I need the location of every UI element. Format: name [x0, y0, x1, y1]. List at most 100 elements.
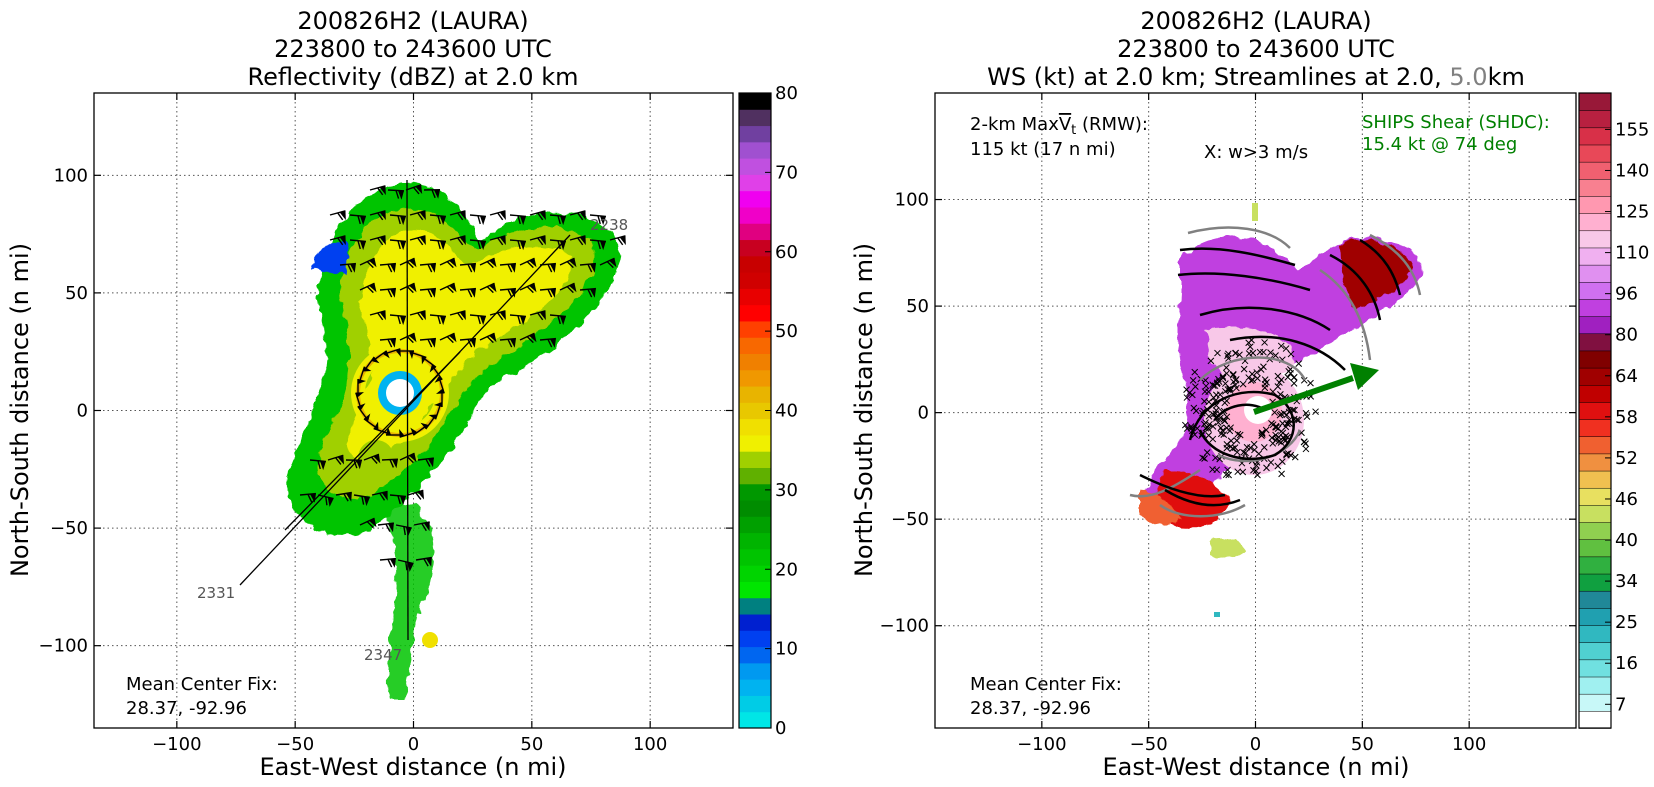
wind-barb: [609, 235, 626, 246]
wind-barb: [374, 350, 390, 360]
colorbar-segment: [1578, 659, 1612, 678]
updraft-marker: [1268, 434, 1276, 442]
updraft-marker: [1231, 444, 1239, 452]
updraft-marker: [1295, 360, 1303, 368]
colorbar-segment: [1578, 247, 1612, 266]
wind-barb: [417, 457, 434, 468]
updraft-marker: [1274, 462, 1282, 470]
colorbar-segment: [739, 337, 771, 355]
colorbar-segment: [739, 304, 771, 322]
wind-barb: [381, 458, 399, 469]
updraft-marker: [1274, 372, 1282, 380]
windspeed-panel: 200826H2 (LAURA) 223800 to 243600 UTC WS…: [850, 7, 1649, 781]
colorbar-segment: [1578, 315, 1612, 335]
colorbar-segment: [739, 483, 771, 501]
track-label-2331: 2331: [197, 584, 235, 602]
x-tick-label: 100: [1452, 734, 1486, 755]
updraft-marker: [1220, 431, 1228, 438]
wind-barb: [373, 421, 388, 434]
updraft-marker: [1183, 386, 1190, 393]
updraft-marker: [1279, 420, 1286, 427]
updraft-marker: [1249, 376, 1257, 384]
updraft-marker: [1263, 464, 1270, 472]
colorbar-segment: [739, 630, 771, 648]
y-tick-label: 100: [895, 190, 929, 211]
updraft-marker: [1224, 350, 1232, 358]
colorbar-segment: [739, 109, 771, 127]
updraft-marker: [1212, 454, 1219, 462]
wind-barb: [549, 314, 567, 326]
updraft-marker: [1209, 422, 1217, 430]
updraft-marker: [1307, 379, 1314, 387]
reflectivity-panel: 200826H2 (LAURA) 223800 to 243600 UTC Re…: [6, 7, 798, 781]
colorbar-segment: [739, 255, 771, 273]
updraft-marker: [1192, 383, 1199, 390]
updraft-marker: [1233, 437, 1241, 444]
colorbar-segment: [1578, 624, 1612, 643]
updraft-marker: [1267, 349, 1274, 356]
wind-barb: [359, 282, 377, 294]
x-tick-label: −50: [1130, 734, 1168, 755]
updraft-marker: [1251, 446, 1258, 454]
left-x-axis-label: East-West distance (n mi): [259, 753, 566, 781]
colorbar-segment: [1578, 573, 1612, 592]
y-tick-label: 100: [54, 165, 88, 186]
wind-barb: [435, 379, 445, 394]
colorbar-frame: [1578, 92, 1612, 729]
max-wind-label-sub: t: [1071, 123, 1076, 138]
colorbar-segment: [739, 369, 771, 387]
colorbar-segment: [1578, 418, 1612, 437]
right-center-fix-value: 28.37, -92.96: [970, 698, 1091, 719]
updraft-marker: [1267, 459, 1275, 466]
left-ticks: −100 −50 0 50 100 −100 −50 0 50 100: [39, 93, 733, 755]
wind-barb: [589, 239, 607, 251]
updraft-marker: [1217, 430, 1225, 438]
wind-barb: [419, 337, 437, 348]
colorbar-tick-label: 80: [1615, 325, 1638, 346]
colorbar-segment: [739, 467, 771, 485]
wind-barb: [389, 314, 407, 326]
colorbar-segment: [739, 597, 771, 615]
y-tick-label: 50: [65, 283, 88, 304]
updraft-marker: [1191, 368, 1199, 376]
wind-barb: [434, 393, 443, 407]
colorbar-segment: [739, 223, 771, 241]
colorbar-segment: [1578, 212, 1612, 232]
colorbar-tick-label: 10: [775, 639, 798, 660]
y-tick-label: 50: [906, 296, 929, 317]
updraft-marker: [1224, 352, 1231, 360]
updraft-marker: [1290, 373, 1298, 381]
colorbar-segment: [739, 695, 771, 713]
colorbar-segment: [1578, 109, 1612, 129]
shear-arrow: [1253, 363, 1379, 415]
wind-barb: [317, 494, 334, 507]
wind-barb: [369, 235, 386, 246]
colorbar-segment: [739, 434, 771, 452]
left-center-fix-value: 28.37, -92.96: [126, 698, 247, 719]
x-tick-label: 0: [1250, 734, 1261, 755]
wind-barb: [379, 337, 397, 348]
updraft-marker: [1262, 426, 1270, 434]
wind-barb: [399, 332, 417, 344]
y-tick-label: −100: [880, 616, 929, 637]
colorbar-segment: [739, 548, 771, 566]
wind-barb: [569, 210, 586, 221]
colorbar-segment: [739, 353, 771, 371]
wind-barb: [389, 494, 407, 506]
wind-barb: [369, 185, 386, 196]
updraft-marker: [1271, 409, 1279, 416]
colorbar-segment: [739, 206, 771, 224]
updraft-marker: [1227, 437, 1235, 445]
wind-barb: [419, 262, 437, 273]
updraft-marker: [1202, 419, 1209, 426]
updraft-marker: [1229, 370, 1237, 378]
left-title-line-1: 200826H2 (LAURA): [297, 7, 528, 35]
wind-barb: [449, 310, 466, 321]
wind-barb: [439, 257, 457, 269]
colorbar-segment: [739, 174, 771, 192]
updraft-marker: [1239, 380, 1247, 388]
updraft-marker: [1181, 421, 1189, 429]
wind-barb: [529, 310, 546, 321]
wind-barb: [429, 239, 447, 251]
colorbar-segment: [1578, 676, 1612, 695]
